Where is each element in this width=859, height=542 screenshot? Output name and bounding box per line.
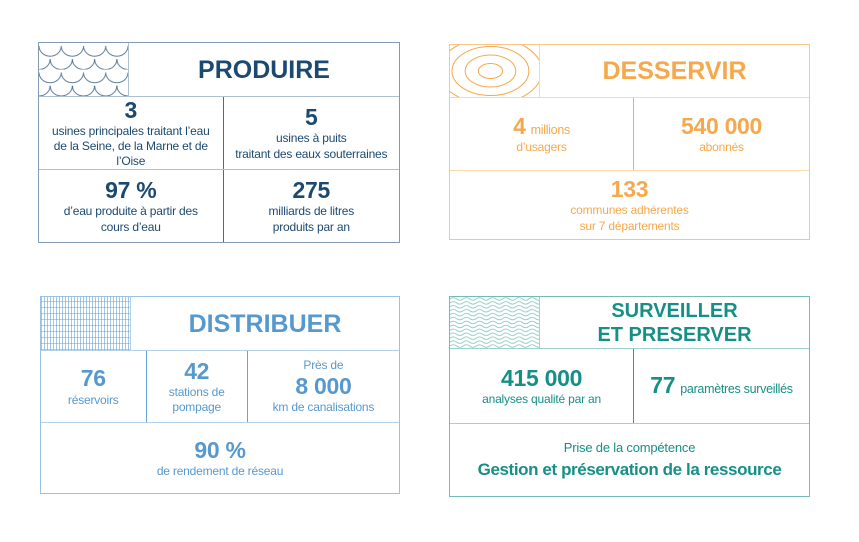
stat-value: Gestion et préservation de la ressource — [477, 459, 782, 479]
stat-unit: paramètres surveillés — [680, 382, 793, 397]
panel-surveiller-title: SURVEILLER ET PRESERVER — [597, 299, 752, 346]
stat-value: 97 % — [105, 177, 157, 204]
panel-produire-header: PRODUIRE — [39, 43, 399, 97]
stat-value: 76 — [80, 365, 106, 392]
stat-analyses-qualite: 415 000 analyses qualité par an — [450, 349, 633, 423]
stat-reservoirs: 76 réservoirs — [41, 351, 146, 422]
stat-value: 42 — [184, 357, 210, 384]
panel-surveiller-header: SURVEILLER ET PRESERVER — [450, 297, 809, 349]
stat-prefix: Prise de la compétence — [563, 440, 696, 456]
stat-value: 90 % — [194, 436, 246, 463]
stat-canalisations: Près de 8 000 km de canalisations — [246, 351, 399, 422]
stat-abonnes: 540 000 abonnés — [633, 98, 809, 170]
stat-value: 8 000 — [295, 372, 352, 399]
stat-label: stations de pompage — [168, 384, 225, 415]
grid-pattern-icon — [41, 297, 131, 350]
stat-label: communes adhérentes sur 7 départements — [570, 203, 689, 233]
stat-value: 275 — [292, 177, 331, 204]
stat-label: réservoirs — [67, 392, 119, 407]
stat-value: 5 — [305, 104, 318, 131]
stat-value: 133 — [610, 176, 649, 203]
stat-usines-principales: 3 usines principales traitant l’eau de l… — [39, 97, 223, 169]
stat-value: 4 — [513, 112, 526, 139]
stat-usines-puits: 5 usines à puits traitant des eaux soute… — [222, 97, 399, 169]
stat-eau-cours-eau: 97 % d’eau produite à partir des cours d… — [39, 170, 223, 242]
stat-label: abonnés — [699, 140, 744, 154]
stat-label: usines principales traitant l’eau de la … — [52, 123, 210, 169]
stat-value: 540 000 — [681, 112, 763, 139]
stat-value: 3 — [124, 97, 138, 123]
panel-distribuer-header: DISTRIBUER — [41, 297, 399, 351]
panel-produire-title: PRODUIRE — [198, 55, 330, 84]
stat-label: de rendement de réseau — [156, 464, 284, 478]
stat-label: d’eau produite à partir des cours d’eau — [63, 204, 198, 234]
waves-pattern-icon — [39, 43, 129, 96]
panel-distribuer: DISTRIBUER 76 réservoirs 42 stations de … — [40, 296, 400, 494]
stat-unit: millions — [530, 122, 571, 137]
stat-stations-pompage: 42 stations de pompage — [145, 351, 247, 422]
panel-distribuer-title: DISTRIBUER — [188, 309, 342, 338]
panel-desservir-header: DESSERVIR — [450, 45, 809, 98]
stat-label: d’usagers — [516, 140, 567, 154]
stat-label: usines à puits traitant des eaux souterr… — [235, 131, 388, 161]
stat-label: km de canalisations — [272, 400, 375, 415]
concentric-circles-icon — [450, 45, 540, 97]
panel-produire: PRODUIRE 3 usines principales traitant l… — [38, 42, 400, 243]
stat-competence-ressource: Prise de la compétence Gestion et préser… — [450, 424, 809, 496]
stat-label: milliards de litres produits par an — [268, 204, 355, 234]
panel-desservir-title: DESSERVIR — [602, 57, 747, 85]
stat-label: analyses qualité par an — [482, 392, 601, 406]
stat-rendement-reseau: 90 % de rendement de réseau — [41, 423, 399, 493]
stat-value: 77 — [650, 372, 676, 399]
wavy-lines-icon — [450, 297, 540, 348]
stat-litres-produits: 275 milliards de litres produits par an — [222, 170, 399, 242]
panel-desservir: DESSERVIR 4 millions d’usagers 540 000 a… — [449, 44, 810, 240]
stat-communes: 133 communes adhérentes sur 7 départemen… — [450, 171, 809, 239]
stat-parametres-surveilles: 77 paramètres surveillés — [633, 349, 809, 423]
stat-usagers: 4 millions d’usagers — [450, 98, 633, 170]
panel-surveiller-preserver: SURVEILLER ET PRESERVER 415 000 analyses… — [449, 296, 810, 497]
stat-prefix: Près de — [303, 357, 344, 372]
stat-value: 415 000 — [501, 364, 583, 391]
